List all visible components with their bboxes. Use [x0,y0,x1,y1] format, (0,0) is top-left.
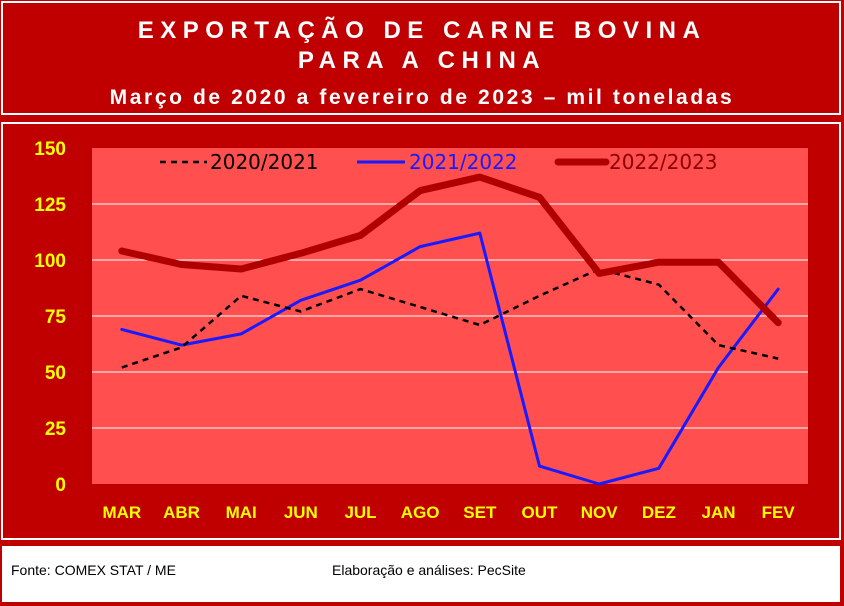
x-tick-label: MAI [226,503,257,522]
chart-title-line1: EXPORTAÇÃO DE CARNE BOVINA [137,17,707,44]
x-tick-label: JUN [284,503,318,522]
footer-source: Fonte: COMEX STAT / ME [11,562,176,578]
x-tick-label: JUL [344,503,376,522]
legend: 2020/2021 2021/2022 2022/2023 [160,150,718,174]
x-tick-label: DEZ [642,503,676,522]
footer-credit: Elaboração e análises: PecSite [332,562,526,578]
series-lines [118,173,782,486]
x-tick-label: NOV [581,503,619,522]
x-axis-tick-labels: MAR ABR MAI JUN JUL AGO SET OUT NOV DEZ JAN FEV [102,503,795,522]
x-tick-label: SET [463,503,497,522]
gridlines [92,203,808,429]
header-border [1,1,841,115]
y-tick-label: 0 [55,475,66,496]
series-line-2020-2021 [121,267,779,369]
x-tick-label: ABR [163,503,200,522]
y-tick-label: 150 [34,139,66,160]
legend-label: 2021/2022 [409,150,518,174]
x-tick-label: MAR [102,503,141,522]
series-line-2022-2023 [118,173,782,327]
y-tick-label: 75 [45,307,67,328]
chart-title-line2: PARA A CHINA [297,47,547,74]
y-tick-label: 125 [34,195,66,216]
x-tick-label: AGO [401,503,440,522]
y-tick-label: 50 [45,363,66,384]
x-tick-label: OUT [522,503,559,522]
x-tick-label: JAN [701,503,735,522]
y-tick-label: 25 [45,419,67,440]
chart-subtitle: Março de 2020 a fevereiro de 2023 – mil … [109,86,735,109]
footer-panel [2,546,840,602]
y-tick-label: 100 [34,251,66,272]
legend-label: 2020/2021 [210,150,319,174]
series-line-2021-2022 [120,231,780,486]
legend-label: 2022/2023 [609,150,718,174]
x-tick-label: FEV [762,503,796,522]
y-axis-tick-labels: 0 25 50 75 100 125 150 [34,139,66,496]
plot-panel-border [1,122,841,540]
